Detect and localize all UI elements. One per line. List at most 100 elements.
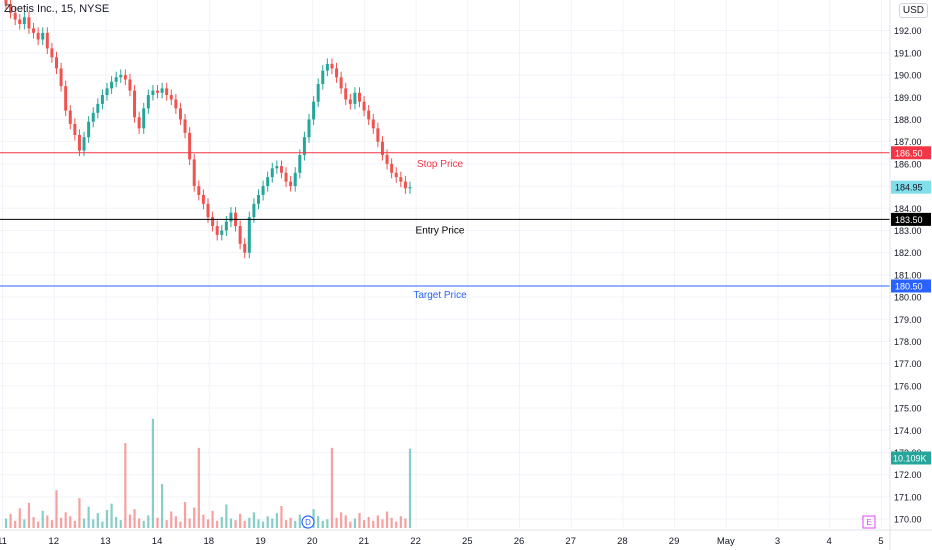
candle-body <box>257 194 260 204</box>
candle-body <box>321 70 325 84</box>
candle-body <box>325 63 329 71</box>
volume-bar <box>78 498 81 528</box>
candle-body <box>160 88 164 93</box>
volume-bar <box>404 518 407 528</box>
candle-body <box>284 172 288 182</box>
volume-bar <box>266 516 269 528</box>
x-tick-label: 28 <box>617 536 628 547</box>
y-tick-label: 188.00 <box>894 115 922 125</box>
candle-body <box>91 112 95 122</box>
y-tick-label: 190.00 <box>894 71 922 81</box>
y-tick-label: 176.00 <box>894 381 922 391</box>
candle-body <box>220 230 224 235</box>
candle-body <box>339 77 343 89</box>
x-tick-label: 12 <box>48 536 59 547</box>
x-tick-label: 29 <box>669 536 680 547</box>
target-price-badge <box>891 279 931 293</box>
y-tick-label: 181.00 <box>894 270 922 280</box>
volume-bar <box>156 517 159 528</box>
candle-body <box>238 226 242 244</box>
volume-bar <box>289 517 292 528</box>
candle-body <box>197 186 201 195</box>
volume-bar <box>275 513 278 528</box>
candle-body <box>367 110 371 120</box>
candle-body <box>9 4 13 13</box>
volume-bar <box>119 520 122 528</box>
candle-body <box>119 75 123 78</box>
volume-bar <box>174 516 177 528</box>
volume-bar <box>344 515 347 528</box>
earnings-marker-label: E <box>866 518 871 527</box>
volume-bar <box>248 517 251 528</box>
candle-body <box>344 88 348 100</box>
candle-body <box>178 108 182 120</box>
volume-bar <box>115 517 118 528</box>
volume-bar <box>128 514 132 528</box>
y-tick-label: 179.00 <box>894 315 922 325</box>
y-tick-label: 180.00 <box>894 293 922 303</box>
volume-bar <box>64 512 67 528</box>
candle-body <box>45 32 49 49</box>
candle-body <box>399 177 403 182</box>
dividend-marker-icon[interactable] <box>301 515 315 529</box>
volume-bar <box>165 520 168 528</box>
volume-bar <box>193 507 196 528</box>
volume-bar <box>133 509 136 528</box>
candle-body <box>330 63 334 69</box>
candle-body <box>261 186 265 195</box>
target-price-label: Target Price <box>413 290 467 301</box>
candle-body <box>183 119 187 133</box>
candle-body <box>100 95 104 104</box>
volume-bar <box>147 515 150 528</box>
candle-body <box>298 154 302 173</box>
candle-body <box>380 141 384 155</box>
candle-body <box>358 92 361 102</box>
candle-body <box>123 75 127 80</box>
volume-bar <box>50 520 54 528</box>
stop-price-label: Stop Price <box>417 159 464 170</box>
volume-bar <box>87 506 90 528</box>
currency-badge[interactable]: USD <box>898 3 928 18</box>
volume-badge-text: 10.109K <box>893 454 927 464</box>
y-tick-label: 187.00 <box>894 137 922 147</box>
candle-body <box>201 194 205 204</box>
x-tick-label: 21 <box>359 536 370 547</box>
y-tick-label: 192.00 <box>894 26 922 36</box>
candle-body <box>105 88 109 96</box>
volume-bar <box>229 518 233 528</box>
candle-body <box>114 77 118 82</box>
candle-body <box>243 243 247 253</box>
chart-title: Zoetis Inc., 15, NYSE <box>4 3 110 15</box>
volume-bar <box>252 512 256 528</box>
earnings-marker-icon[interactable] <box>862 515 876 529</box>
volume-bar <box>110 503 113 528</box>
x-tick-label: May <box>717 536 735 547</box>
candle-body <box>316 83 320 102</box>
volume-bar <box>376 515 379 528</box>
volume-bar <box>298 514 301 528</box>
entry-price-label: Entry Price <box>416 225 465 236</box>
volume-bar <box>160 484 164 528</box>
volume-bar <box>18 508 21 528</box>
volume-bar <box>381 519 384 528</box>
candle-body <box>247 217 251 253</box>
candle-body <box>50 48 54 58</box>
stop-price-badge <box>891 146 931 160</box>
volume-bar <box>399 516 402 528</box>
candle-body <box>188 132 192 160</box>
volume-bar <box>23 519 26 528</box>
candle-body <box>55 57 58 69</box>
volume-bar <box>101 521 104 528</box>
y-tick-label: 177.00 <box>894 359 922 369</box>
volume-bar <box>239 513 242 528</box>
candle-body <box>252 203 256 218</box>
volume-bar <box>46 515 49 528</box>
candle-body <box>27 17 31 29</box>
volume-bar <box>225 504 228 528</box>
candle-body <box>59 68 63 87</box>
volume-badge <box>891 451 931 465</box>
volume-bar <box>138 518 141 528</box>
volume-bar <box>179 521 182 528</box>
candle-body <box>4 0 8 4</box>
